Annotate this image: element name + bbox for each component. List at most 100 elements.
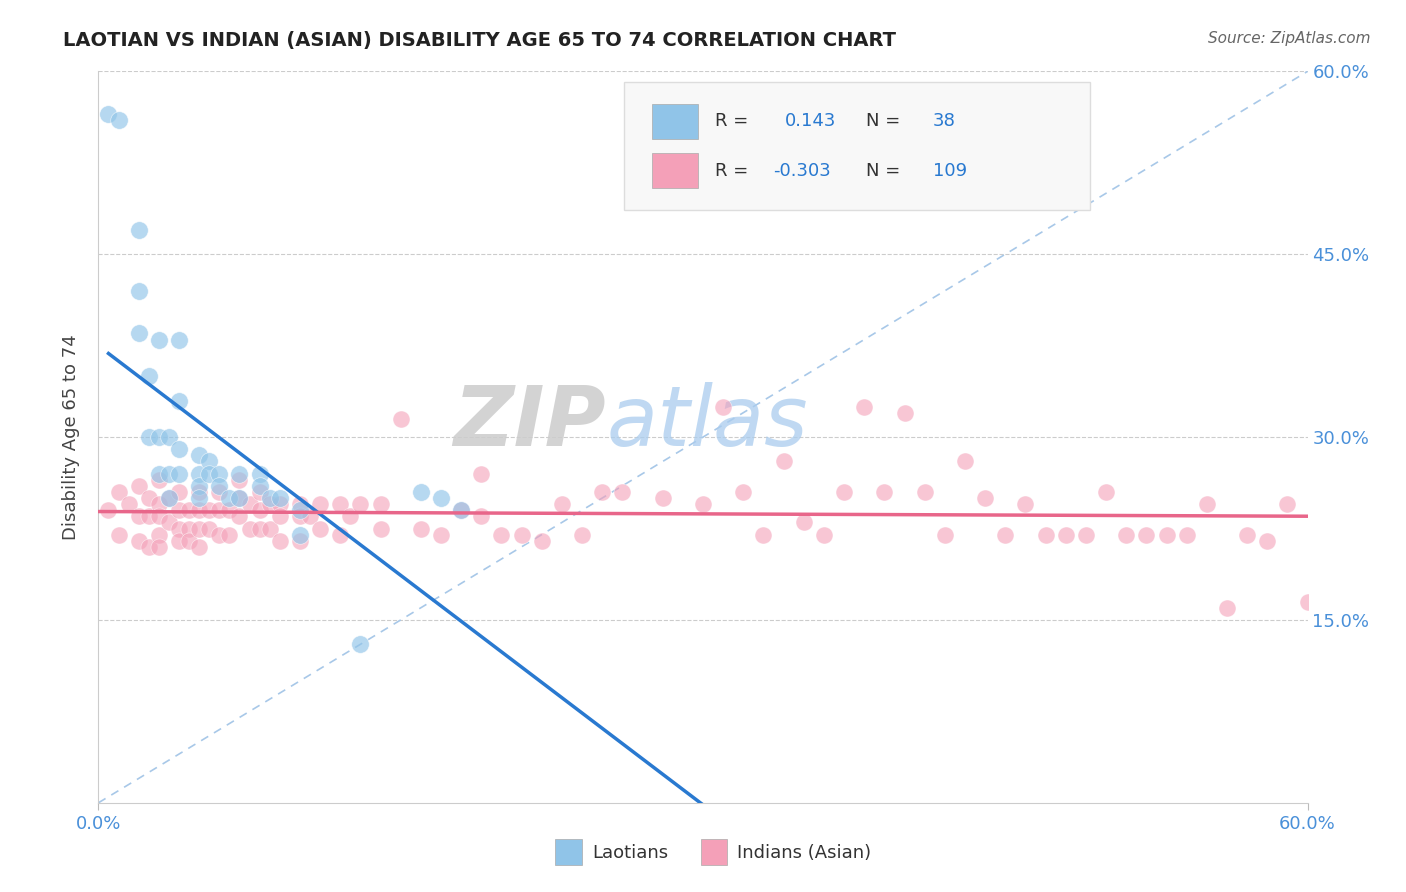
Point: [329, 497, 352, 511]
Point: [198, 467, 221, 481]
Point: [309, 521, 332, 535]
Text: N =: N =: [866, 161, 907, 180]
Point: [249, 503, 271, 517]
Point: [1135, 527, 1157, 541]
Text: ZIP: ZIP: [454, 382, 606, 463]
Point: [370, 497, 392, 511]
Point: [148, 333, 170, 347]
Point: [157, 467, 180, 481]
Point: [288, 527, 311, 541]
Point: [430, 527, 453, 541]
Point: [1195, 497, 1218, 511]
Point: [853, 400, 876, 414]
Point: [228, 467, 250, 481]
Point: [259, 497, 281, 511]
Point: [288, 503, 311, 517]
Text: 0.143: 0.143: [785, 112, 837, 130]
Point: [157, 491, 180, 505]
Point: [128, 509, 150, 524]
Point: [450, 503, 472, 517]
Point: [208, 503, 231, 517]
Point: [167, 442, 190, 457]
Point: [138, 491, 160, 505]
Point: [1035, 527, 1057, 541]
Point: [167, 485, 190, 500]
Point: [128, 223, 150, 237]
Point: [288, 509, 311, 524]
Point: [591, 485, 613, 500]
Point: [188, 503, 211, 517]
Point: [128, 533, 150, 548]
Text: Laotians: Laotians: [592, 844, 668, 862]
Point: [198, 503, 221, 517]
Point: [711, 400, 734, 414]
Point: [157, 430, 180, 444]
Point: [218, 527, 240, 541]
Point: [228, 509, 250, 524]
Point: [218, 503, 240, 517]
Point: [329, 527, 352, 541]
Point: [612, 485, 634, 500]
Point: [128, 284, 150, 298]
Text: Indians (Asian): Indians (Asian): [737, 844, 870, 862]
Point: [188, 479, 211, 493]
Point: [259, 491, 281, 505]
Point: [450, 503, 472, 517]
Point: [208, 467, 231, 481]
Point: [269, 491, 291, 505]
Point: [389, 412, 412, 426]
Point: [188, 540, 211, 554]
Point: [198, 454, 221, 468]
Point: [893, 406, 915, 420]
Point: [188, 491, 211, 505]
Text: N =: N =: [866, 112, 907, 130]
Point: [510, 527, 533, 541]
Point: [148, 473, 170, 487]
Point: [793, 516, 815, 530]
Point: [309, 497, 332, 511]
Point: [188, 485, 211, 500]
Point: [157, 516, 180, 530]
Point: [148, 540, 170, 554]
Point: [974, 491, 997, 505]
Text: 109: 109: [932, 161, 967, 180]
Point: [97, 503, 120, 517]
Point: [138, 369, 160, 384]
Point: [288, 497, 311, 511]
Point: [470, 467, 492, 481]
Point: [198, 521, 221, 535]
Point: [239, 497, 262, 511]
Point: [832, 485, 855, 500]
Point: [148, 527, 170, 541]
Point: [339, 509, 361, 524]
Point: [249, 485, 271, 500]
Point: [772, 454, 794, 468]
Point: [1156, 527, 1178, 541]
Bar: [555, 839, 582, 865]
Point: [228, 473, 250, 487]
Point: [118, 497, 141, 511]
Point: [179, 533, 201, 548]
Point: [288, 533, 311, 548]
Point: [228, 491, 250, 505]
Point: [269, 533, 291, 548]
Text: R =: R =: [716, 112, 754, 130]
Point: [470, 509, 492, 524]
Point: [269, 497, 291, 511]
Point: [994, 527, 1017, 541]
Point: [148, 467, 170, 481]
Point: [430, 491, 453, 505]
Point: [914, 485, 936, 500]
Point: [167, 393, 190, 408]
Point: [692, 497, 714, 511]
Point: [349, 497, 371, 511]
Point: [370, 521, 392, 535]
Y-axis label: Disability Age 65 to 74: Disability Age 65 to 74: [62, 334, 80, 540]
Point: [1014, 497, 1036, 511]
Point: [167, 521, 190, 535]
Point: [188, 448, 211, 462]
Point: [208, 527, 231, 541]
Point: [157, 491, 180, 505]
Point: [1277, 497, 1299, 511]
Point: [813, 527, 835, 541]
